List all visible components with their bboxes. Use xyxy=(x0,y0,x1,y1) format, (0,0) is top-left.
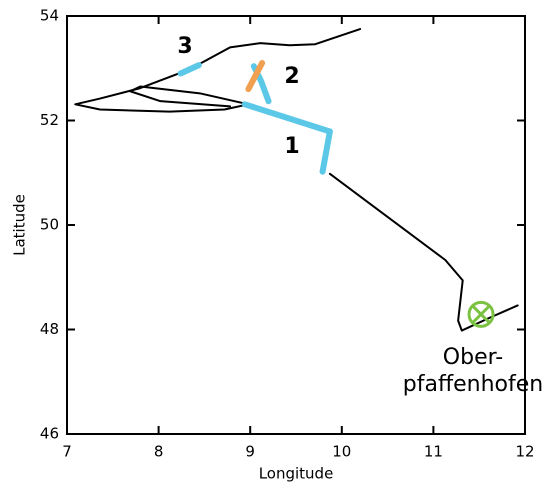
x-tick-label: 11 xyxy=(424,443,443,461)
x-axis-label: Longitude xyxy=(259,465,334,483)
y-tick-label: 50 xyxy=(40,216,59,234)
x-tick-label: 7 xyxy=(62,443,72,461)
annotation: pfaffenhofen xyxy=(403,372,543,397)
y-tick-label: 54 xyxy=(40,7,59,25)
x-tick-label: 9 xyxy=(245,443,255,461)
y-tick-label: 48 xyxy=(40,320,59,338)
y-axis-label: Latitude xyxy=(11,194,29,256)
site-marker-part xyxy=(471,305,491,324)
annotation: Ober- xyxy=(443,345,503,370)
annotation: 2 xyxy=(284,64,299,89)
flight-track xyxy=(241,101,333,175)
y-tick-label: 52 xyxy=(40,111,59,129)
x-tick-label: 10 xyxy=(332,443,351,461)
flight-track xyxy=(129,85,250,108)
x-tick-label: 12 xyxy=(515,443,534,461)
annotation: 1 xyxy=(284,134,299,159)
site-marker xyxy=(467,300,495,328)
flight-track xyxy=(245,60,266,93)
y-tick-label: 46 xyxy=(40,425,59,443)
site-marker-part xyxy=(467,300,495,328)
flight-track xyxy=(74,28,362,113)
x-tick-label: 8 xyxy=(154,443,164,461)
flight-track xyxy=(177,62,202,77)
annotation: 3 xyxy=(177,34,192,59)
flight-track xyxy=(328,172,519,332)
